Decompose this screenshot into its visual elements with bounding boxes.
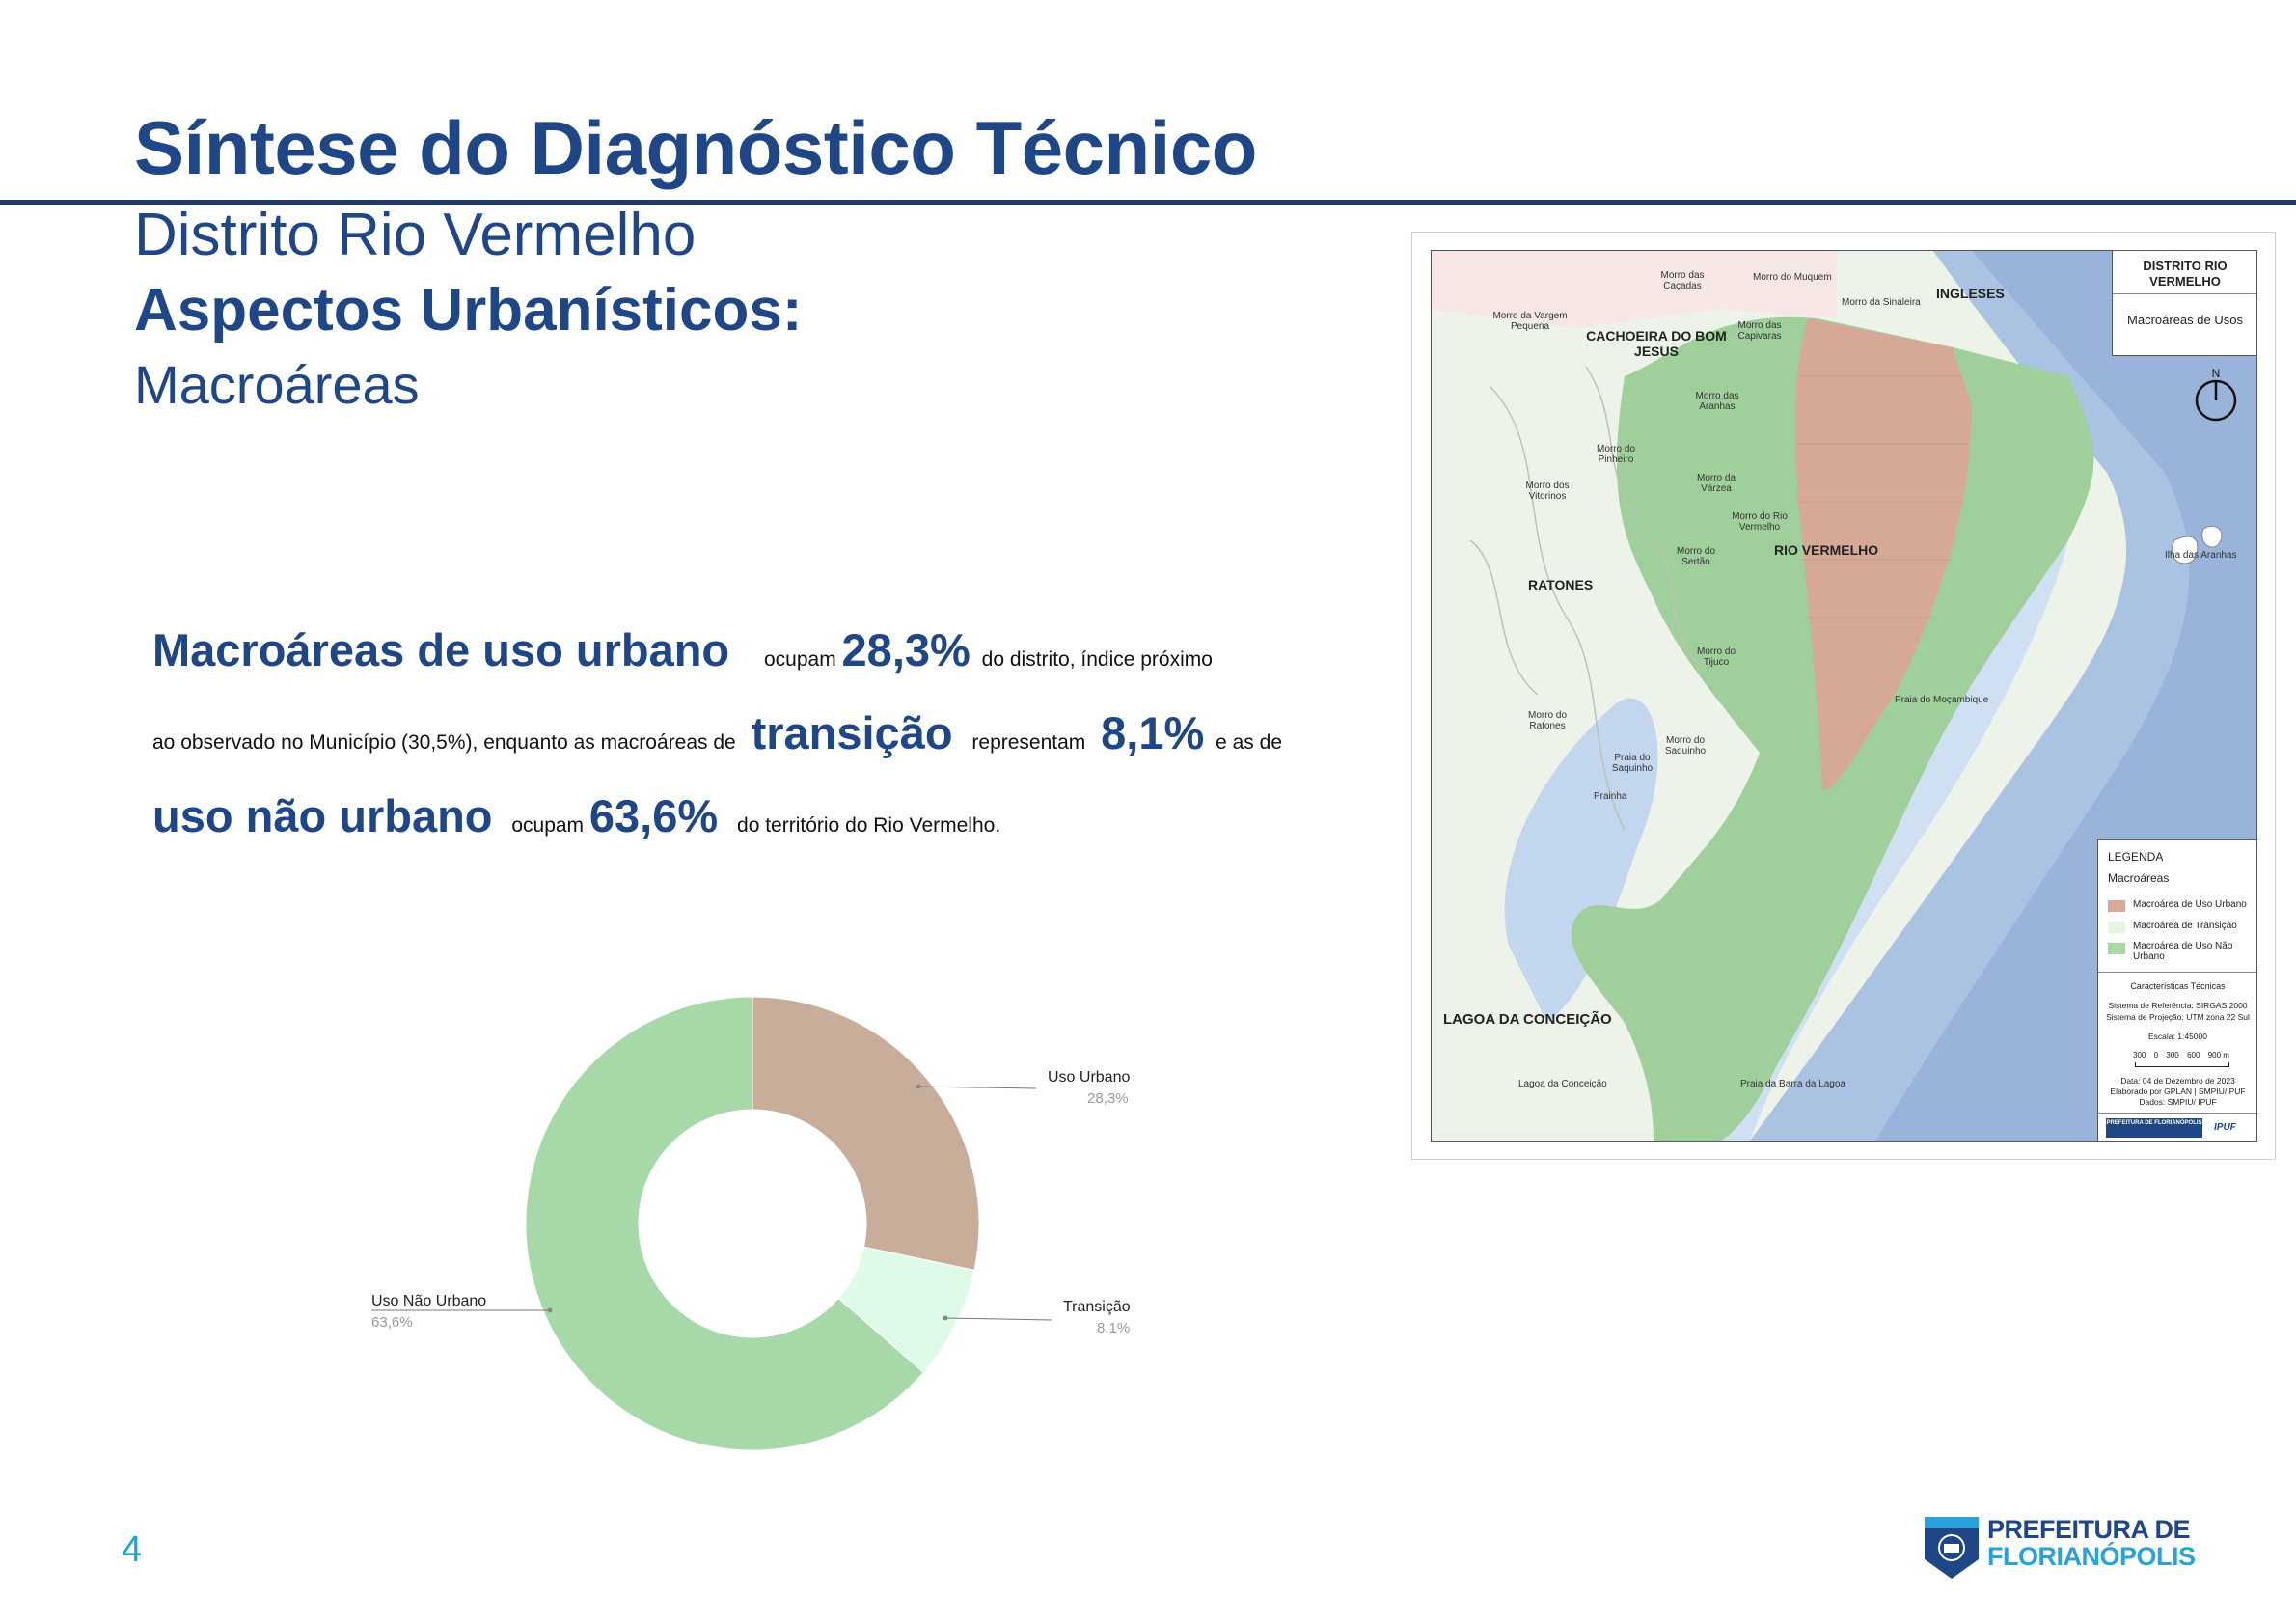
scale-label: 300 <box>2166 1051 2179 1059</box>
map-label: RATONES <box>1528 577 1594 592</box>
summary-line-1: Macroáreas de uso urbano ocupam 28,3% do… <box>152 623 1358 676</box>
legend-tech-line: Escala: 1:45000 <box>2148 1032 2207 1041</box>
map-frame: INGLESES CACHOEIRA DO BOM JESUS RIO VERM… <box>1431 250 2257 1142</box>
legend-divider <box>2098 1113 2256 1114</box>
leader-dot-transicao <box>943 1315 948 1321</box>
scale-label: 900 m <box>2207 1051 2229 1059</box>
legend-credit: Dados: SMPIU/ IPUF <box>2139 1097 2217 1107</box>
map-panel: INGLESES CACHOEIRA DO BOM JESUS RIO VERM… <box>1411 232 2276 1160</box>
map-label: RIO VERMELHO <box>1774 542 1879 558</box>
legend-title: LEGENDA <box>2108 850 2164 864</box>
map-label: Morro do Saquinho <box>1664 735 1707 756</box>
leader-line-urbano <box>917 1086 1037 1089</box>
map-label: Morro das Caçadas <box>1660 270 1705 291</box>
summary-verb: ocupam <box>511 814 585 837</box>
map-label: Morro do Muquem <box>1753 272 1832 283</box>
chart-label-transicao: Transição <box>1063 1299 1131 1315</box>
summary-bold-urban: Macroáreas de uso urbano <box>152 624 730 675</box>
map-label: Morro do Sertão <box>1676 546 1715 567</box>
legend-swatch-nao-urbano <box>2108 943 2125 954</box>
legend-divider <box>2098 972 2256 973</box>
legend-credit: Data: 04 de Dezembro de 2023 <box>2120 1076 2235 1086</box>
legend-item: Macroárea de Uso Não Urbano <box>2133 941 2233 962</box>
map-label: Morro do Rio Vermelho <box>1732 511 1788 533</box>
section-heading: Aspectos Urbanísticos: <box>134 277 803 344</box>
donut-chart <box>371 996 1052 1451</box>
map-title-box: DISTRITO RIO VERMELHO Macroáreas de Usos <box>2112 251 2256 356</box>
chart-label-nao-urbano: Uso Não Urbano <box>371 1293 487 1309</box>
summary-line-3: uso não urbano ocupam 63,6% do territóri… <box>152 789 1358 842</box>
legend-swatch-transicao <box>2108 922 2125 933</box>
page-title: Síntese do Diagnóstico Técnico <box>134 105 1257 190</box>
map-label: Morro da Sinaleira <box>1842 297 1921 308</box>
summary-value-transition: 8,1% <box>1101 707 1205 758</box>
leader-line-transicao <box>944 1317 1052 1321</box>
donut-slice-urbano <box>752 996 980 1271</box>
summary-bold-transition: transição <box>751 707 953 758</box>
map-legend: LEGENDA Macroáreas Macroárea de Uso Urba… <box>2097 839 2256 1141</box>
legend-item: Macroárea de Transição <box>2133 921 2237 931</box>
summary-verb: ocupam <box>763 648 836 671</box>
page-number: 4 <box>122 1529 143 1570</box>
map-label: LAGOA DA CONCEIÇÃO <box>1443 1011 1612 1028</box>
summary-value-nonurban: 63,6% <box>588 790 719 841</box>
legend-swatch-urbano <box>2108 900 2125 912</box>
footer-logo-line1: PREFEITURA DE <box>1987 1515 2191 1544</box>
map-label: INGLESES <box>1936 286 2005 301</box>
summary-text: do território do Rio Vermelho. <box>737 814 1001 837</box>
chart-label-urbano: Uso Urbano <box>1048 1069 1131 1086</box>
map-label: Prainha <box>1594 791 1627 802</box>
map-label: Morro da Várzea <box>1696 473 1736 494</box>
map-label: Morro do Tijuco <box>1696 646 1736 668</box>
summary-text: do distrito, índice próximo <box>981 648 1213 671</box>
scale-label: 0 <box>2153 1051 2159 1059</box>
scale-bar <box>2135 1062 2229 1067</box>
legend-logo-prefeitura: PREFEITURA DE FLORIANÓPOLIS <box>2106 1118 2202 1138</box>
map-title-divider <box>2113 293 2256 294</box>
map-label: Morro das Aranhas <box>1695 391 1739 412</box>
map-label: Morro da Vargem Pequena <box>1492 311 1568 332</box>
chart-value-transicao: 8,1% <box>1097 1320 1131 1336</box>
legend-item: Macroárea de Uso Urbano <box>2133 899 2247 910</box>
scale-labels: 300 0 300 600 900 m <box>2133 1051 2229 1059</box>
scale-label: 600 <box>2187 1051 2200 1059</box>
north-arrow-icon <box>2195 379 2237 422</box>
map-label: Praia da Barra da Lagoa <box>1740 1079 1845 1089</box>
legend-logo-ipuf: IPUF <box>2214 1122 2236 1133</box>
map-label: Morro do Pinheiro <box>1596 444 1635 465</box>
footer-logo-line2: FLORIANÓPOLIS <box>1987 1542 2196 1571</box>
summary-text: ao observado no Município (30,5%), enqua… <box>152 731 736 754</box>
title-divider <box>0 200 2296 205</box>
summary-line-2: ao observado no Município (30,5%), enqua… <box>152 706 1358 759</box>
summary-value-urban: 28,3% <box>841 624 970 675</box>
page-subtitle: Distrito Rio Vermelho <box>134 202 697 268</box>
summary-verb: representam <box>971 731 1086 754</box>
scale-label: 300 <box>2133 1051 2146 1059</box>
map-subtitle: Macroáreas de Usos <box>2127 313 2243 327</box>
map-label: Praia do Moçambique <box>1895 695 1989 705</box>
legend-tech-line: Sistema de Referência: SIRGAS 2000 <box>2108 1001 2248 1010</box>
chart-value-urbano: 28,3% <box>1087 1090 1129 1107</box>
north-label: N <box>2211 367 2221 380</box>
map-title: DISTRITO RIO VERMELHO <box>2143 259 2228 289</box>
map-label: Praia do Saquinho <box>1611 753 1654 774</box>
map-label: Lagoa da Conceição <box>1518 1079 1607 1089</box>
legend-tech-title: Características Técnicas <box>2130 981 2226 991</box>
legend-group: Macroáreas <box>2108 871 2170 885</box>
legend-credit: Elaborado por GPLAN | SMPIU/IPUF <box>2110 1087 2246 1096</box>
leader-dot-nao-urbano <box>547 1307 553 1313</box>
section-subheading: Macroáreas <box>134 354 420 415</box>
chart-value-nao-urbano: 63,6% <box>371 1314 413 1331</box>
summary-bold-nonurban: uso não urbano <box>152 790 493 841</box>
summary-text: e as de <box>1216 731 1282 754</box>
map-label: Morro dos Vitorinos <box>1525 481 1570 502</box>
leader-dot-urbano <box>916 1084 921 1089</box>
donut-slice-nao-urbano <box>525 996 924 1451</box>
map-label: CACHOEIRA DO BOM JESUS <box>1586 328 1727 359</box>
map-label: Morro das Capivaras <box>1737 320 1782 342</box>
city-crest-icon <box>1923 1515 1981 1581</box>
map-label: Morro do Ratones <box>1527 710 1567 731</box>
map-label: Ilha das Aranhas <box>2165 550 2237 561</box>
legend-tech-line: Sistema de Projeção: UTM zona 22 Sul <box>2106 1012 2250 1022</box>
